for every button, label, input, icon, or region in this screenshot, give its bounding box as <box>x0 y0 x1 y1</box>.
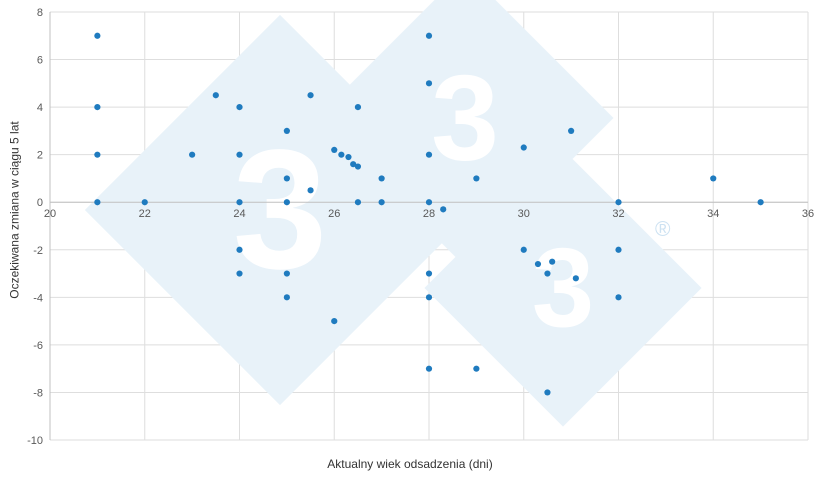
x-tick-label: 20 <box>44 208 56 220</box>
x-tick-label: 36 <box>802 208 814 220</box>
y-tick-label: -10 <box>27 435 43 447</box>
data-point <box>236 151 243 158</box>
data-point <box>283 294 290 301</box>
data-point <box>94 32 101 39</box>
x-tick-label: 32 <box>612 208 624 220</box>
data-point <box>473 175 480 182</box>
data-point <box>615 246 622 253</box>
x-axis-title: Aktualny wiek odsadzenia (dni) <box>327 457 493 471</box>
x-tick-label: 24 <box>233 208 245 220</box>
data-point <box>345 153 352 161</box>
data-point <box>141 199 148 206</box>
data-point <box>331 146 338 154</box>
data-point <box>549 258 556 265</box>
x-tick-label: 30 <box>518 208 530 220</box>
data-point <box>307 92 314 99</box>
data-point <box>354 199 362 206</box>
data-point <box>757 199 764 206</box>
data-point <box>283 199 290 206</box>
data-point <box>212 92 219 99</box>
data-point <box>354 104 362 111</box>
y-tick-label: -6 <box>33 340 43 352</box>
data-point <box>425 199 433 206</box>
x-tick-label: 26 <box>328 208 340 220</box>
data-point <box>425 151 433 158</box>
y-tick-label: -8 <box>33 387 43 399</box>
data-point <box>283 127 290 134</box>
data-point <box>236 270 243 277</box>
data-point <box>94 199 101 206</box>
data-point <box>534 260 542 268</box>
data-point <box>378 175 385 182</box>
data-point <box>236 199 243 206</box>
data-point <box>425 294 433 301</box>
data-point <box>236 246 243 253</box>
data-point <box>94 151 101 158</box>
data-point <box>615 294 622 301</box>
data-point <box>307 187 314 194</box>
data-point <box>568 127 575 134</box>
data-point <box>425 80 433 87</box>
data-point <box>350 161 357 168</box>
data-point <box>94 104 101 111</box>
data-point <box>425 365 433 372</box>
data-point <box>425 270 433 277</box>
data-point <box>338 151 345 158</box>
data-point <box>615 199 622 206</box>
data-point <box>473 365 480 372</box>
data-point <box>331 318 338 325</box>
data-point <box>572 275 579 282</box>
x-tick-label: 28 <box>423 208 435 220</box>
y-tick-label: 2 <box>37 150 43 162</box>
data-point <box>236 104 243 111</box>
data-point <box>354 163 362 170</box>
data-point <box>378 199 385 206</box>
y-tick-label: 8 <box>37 7 43 19</box>
data-point <box>283 270 290 277</box>
data-point <box>425 32 433 39</box>
data-point <box>283 175 290 182</box>
watermark-glyph: 3 <box>431 49 499 185</box>
y-tick-label: -4 <box>33 292 43 304</box>
data-point <box>440 206 447 213</box>
y-tick-label: 0 <box>37 197 43 209</box>
watermark-registered-icon: ® <box>655 218 671 241</box>
watermark-glyph: 3 <box>532 225 594 350</box>
y-tick-label: -2 <box>33 245 43 257</box>
data-point <box>520 246 527 253</box>
x-tick-label: 22 <box>139 208 151 220</box>
watermark-glyph: 3 <box>233 115 328 305</box>
x-tick-label: 34 <box>707 208 719 220</box>
data-point <box>520 144 527 151</box>
data-point <box>710 175 717 182</box>
data-point <box>189 151 196 158</box>
data-point <box>544 389 551 396</box>
data-point <box>544 270 551 277</box>
y-tick-label: 4 <box>37 102 43 114</box>
y-tick-label: 6 <box>37 55 43 67</box>
